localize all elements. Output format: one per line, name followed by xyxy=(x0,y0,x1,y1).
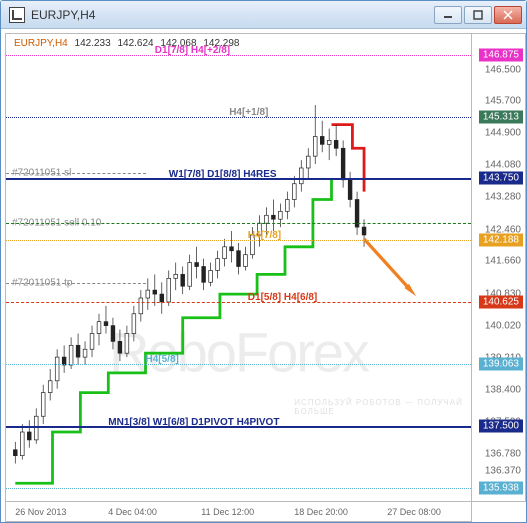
y-price-marker: 135.938 xyxy=(479,481,523,494)
chart-icon xyxy=(9,7,25,23)
price-level-line: MN1[3/8] W1[6/8] D1PIVOT H4PIVOT xyxy=(6,426,471,428)
y-tick-label: 136.370 xyxy=(485,465,521,476)
info-symbol: EURJPY,H4 xyxy=(14,38,68,49)
y-tick-label: 144.900 xyxy=(485,127,521,138)
window-title: EURJPY,H4 xyxy=(31,8,432,22)
price-level-line: D1[5/8] H4[6/8] xyxy=(6,302,471,303)
y-tick-label: 144.080 xyxy=(485,160,521,171)
x-tick-label: 27 Dec 08:00 xyxy=(387,507,441,517)
chart-svg xyxy=(6,34,471,499)
trade-level-line xyxy=(6,283,146,284)
x-tick-label: 4 Dec 04:00 xyxy=(108,507,157,517)
price-level-line: W1[7/8] D1[8/8] H4RES xyxy=(6,178,471,180)
y-tick-label: 145.700 xyxy=(485,96,521,107)
y-tick-label: 136.780 xyxy=(485,449,521,460)
y-price-marker: 146.875 xyxy=(479,48,523,61)
chart-plot-area[interactable]: RoboForex ИСПОЛЬЗУЙ РОБОТОВ — ПОЛУЧАЙ БО… xyxy=(5,33,472,502)
y-price-marker: 142.188 xyxy=(479,234,523,247)
window-controls xyxy=(432,6,522,24)
price-level-label: H4[5/8] xyxy=(146,354,179,365)
price-level-line xyxy=(6,488,471,489)
y-tick-label: 143.280 xyxy=(485,192,521,203)
price-level-line: H4[5/8] xyxy=(6,364,471,365)
price-level-line: D1[7/8] H4[+2/8] xyxy=(6,55,471,56)
x-axis: 26 Nov 2013 4 Dec 04:00 11 Dec 12:00 18 Dec… xyxy=(5,502,472,522)
y-price-marker: 143.750 xyxy=(479,172,523,185)
chart-container[interactable]: RoboForex ИСПОЛЬЗУЙ РОБОТОВ — ПОЛУЧАЙ БО… xyxy=(1,29,526,522)
price-level-label: H4[7/8] xyxy=(248,230,281,241)
info-high: 142.624 xyxy=(117,38,153,49)
x-tick-label: 18 Dec 20:00 xyxy=(294,507,348,517)
y-tick-label: 141.660 xyxy=(485,256,521,267)
x-tick-label: 26 Nov 2013 xyxy=(15,507,66,517)
price-level-label: H4[+1/8] xyxy=(229,107,268,118)
trade-level-line xyxy=(6,173,146,174)
y-tick-label: 146.500 xyxy=(485,64,521,75)
minimize-button[interactable] xyxy=(434,6,462,24)
info-open: 142.233 xyxy=(75,38,111,49)
price-level-line: H4[+1/8] xyxy=(6,117,471,118)
close-button[interactable] xyxy=(494,6,522,24)
y-price-marker: 140.625 xyxy=(479,296,523,309)
price-level-label: MN1[3/8] W1[6/8] D1PIVOT H4PIVOT xyxy=(108,417,279,428)
y-tick-label: 140.020 xyxy=(485,321,521,332)
y-price-marker: 139.063 xyxy=(479,357,523,370)
price-level-line: H4[7/8] xyxy=(6,240,471,241)
price-level-label: W1[7/8] D1[8/8] H4RES xyxy=(169,169,277,180)
titlebar[interactable]: EURJPY,H4 xyxy=(1,1,526,29)
price-level-label: D1[5/8] H4[6/8] xyxy=(248,292,317,303)
trade-level-line xyxy=(6,223,471,224)
y-tick-label: 138.400 xyxy=(485,385,521,396)
y-price-marker: 137.500 xyxy=(479,419,523,432)
y-axis: 136.370136.780137.590138.400139.210140.0… xyxy=(472,33,526,502)
maximize-button[interactable] xyxy=(464,6,492,24)
y-price-marker: 145.313 xyxy=(479,110,523,123)
x-tick-label: 11 Dec 12:00 xyxy=(201,507,254,517)
chart-window: EURJPY,H4 RoboForex ИСПОЛЬЗУЙ РОБОТОВ — … xyxy=(0,0,527,523)
price-level-label: D1[7/8] H4[+2/8] xyxy=(155,45,230,56)
